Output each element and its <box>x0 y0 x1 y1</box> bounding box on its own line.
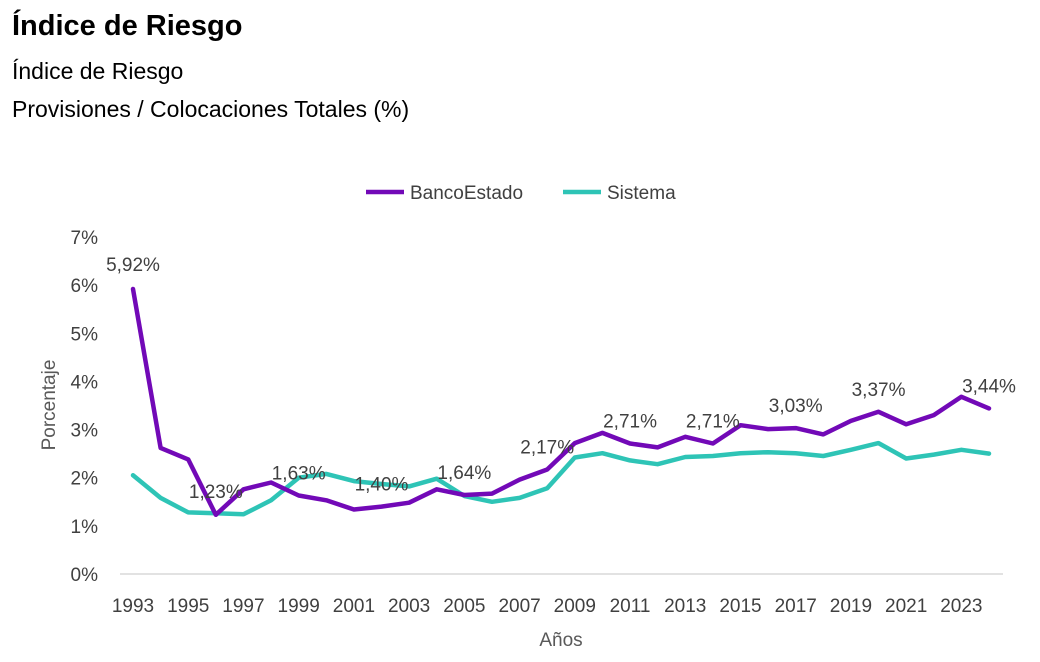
data-label: 5,92% <box>106 255 160 276</box>
x-tick-label: 2007 <box>498 596 540 617</box>
x-tick-label: 2011 <box>610 596 651 617</box>
chart-subtitle-measure: Provisiones / Colocaciones Totales (%) <box>12 96 410 122</box>
x-tick-label: 1993 <box>112 596 154 617</box>
x-tick-label: 2021 <box>885 596 927 617</box>
data-label: 1,40% <box>355 475 409 496</box>
x-tick-label: 2003 <box>388 596 430 617</box>
y-tick-label: 0% <box>71 565 99 586</box>
series-line-bancoestado <box>130 286 992 518</box>
x-tick-label: 2005 <box>443 596 485 617</box>
data-label: 1,64% <box>437 463 491 484</box>
x-tick-label: 2023 <box>940 596 982 617</box>
x-tick-label: 2015 <box>719 596 761 617</box>
series-line-sistema <box>130 440 992 517</box>
chart-subtitle: Índice de Riesgo <box>12 58 184 84</box>
data-label: 1,23% <box>189 482 243 503</box>
y-axis-title: Porcentaje <box>39 360 60 451</box>
x-axis-title: Años <box>539 630 582 651</box>
data-label: 3,44% <box>962 376 1016 397</box>
data-label: 3,37% <box>852 380 906 401</box>
data-label: 2,71% <box>603 412 657 433</box>
x-tick-label: 2019 <box>830 596 872 617</box>
legend-label: BancoEstado <box>410 183 523 204</box>
data-label: 3,03% <box>769 396 823 417</box>
x-tick-label: 2001 <box>333 596 375 617</box>
x-tick-label: 1995 <box>167 596 209 617</box>
y-tick-label: 5% <box>71 324 99 345</box>
x-tick-label: 1999 <box>278 596 320 617</box>
y-tick-label: 6% <box>71 276 99 297</box>
data-label: 2,71% <box>686 412 740 433</box>
x-tick-label: 2013 <box>664 596 706 617</box>
x-tick-label: 1997 <box>222 596 264 617</box>
x-tick-label: 2009 <box>554 596 596 617</box>
data-label: 2,17% <box>520 438 574 459</box>
y-tick-label: 2% <box>71 469 99 490</box>
y-tick-label: 1% <box>71 517 99 538</box>
x-tick-label: 2017 <box>775 596 817 617</box>
y-tick-label: 4% <box>71 372 99 393</box>
y-tick-label: 3% <box>71 421 99 442</box>
y-tick-label: 7% <box>71 228 99 249</box>
page-title: Índice de Riesgo <box>12 10 243 42</box>
legend-label: Sistema <box>607 183 676 204</box>
data-label: 1,63% <box>272 464 326 485</box>
